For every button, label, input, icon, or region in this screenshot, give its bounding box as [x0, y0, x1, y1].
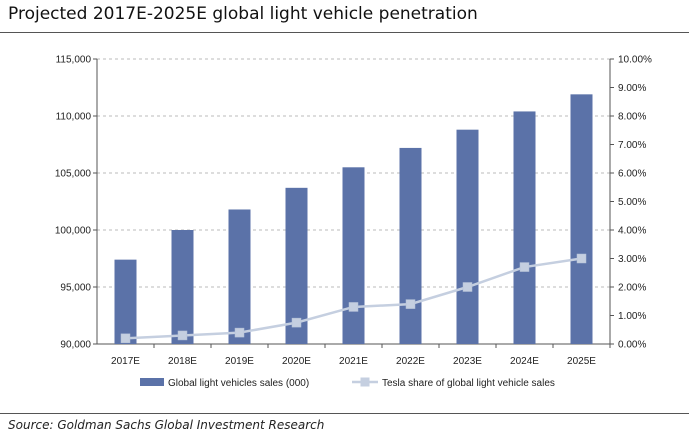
- tesla-share-point: [120, 333, 131, 344]
- x-tick-label: 2025E: [567, 356, 596, 367]
- bar: [456, 129, 479, 344]
- right-tick-label: 2.00%: [618, 283, 646, 294]
- bar: [228, 209, 251, 344]
- tesla-share-point: [576, 253, 587, 264]
- right-tick-label: 9.00%: [618, 83, 646, 94]
- tesla-share-point: [519, 262, 530, 272]
- x-tick-label: 2017E: [111, 356, 140, 367]
- left-tick-label: 100,000: [55, 226, 92, 237]
- left-tick-label: 110,000: [56, 112, 92, 123]
- bar: [285, 187, 308, 344]
- x-tick-label: 2021E: [339, 356, 368, 367]
- x-tick-label: 2024E: [510, 356, 539, 367]
- left-tick-label: 105,000: [55, 169, 92, 180]
- top-rule: [0, 32, 689, 33]
- right-tick-label: 1.00%: [618, 311, 646, 322]
- right-tick-label: 8.00%: [618, 112, 646, 123]
- right-tick-label: 10.00%: [618, 55, 652, 66]
- tesla-share-point: [177, 330, 188, 341]
- right-tick-label: 6.00%: [618, 169, 646, 180]
- bar: [513, 111, 536, 344]
- bar: [399, 147, 422, 344]
- right-tick-label: 5.00%: [618, 197, 646, 208]
- tesla-share-point: [462, 282, 473, 292]
- left-tick-label: 115,000: [56, 55, 92, 66]
- legend-label-bar: Global light vehicles sales (000): [168, 378, 309, 389]
- bar: [570, 94, 593, 344]
- x-tick-label: 2023E: [453, 356, 482, 367]
- right-tick-label: 0.00%: [618, 340, 646, 351]
- bar: [171, 230, 194, 344]
- right-tick-label: 4.00%: [618, 226, 646, 237]
- left-tick-label: 95,000: [60, 283, 91, 294]
- x-tick-label: 2022E: [396, 356, 425, 367]
- tesla-share-point: [405, 299, 416, 309]
- bar: [342, 167, 365, 344]
- right-tick-label: 3.00%: [618, 254, 646, 265]
- bottom-rule: [0, 413, 689, 414]
- right-tick-label: 7.00%: [618, 140, 646, 151]
- chart: 90,000 95,000 100,000 105,000 110,000 115,000…: [55, 55, 652, 390]
- left-tick-label: 90,000: [60, 340, 91, 351]
- x-tick-label: 2018E: [168, 356, 197, 367]
- legend-swatch-marker: [360, 377, 370, 387]
- bar: [114, 259, 137, 344]
- x-tick-label: 2019E: [225, 356, 254, 367]
- x-tick-label: 2020E: [282, 356, 311, 367]
- chart-title: Projected 2017E-2025E global light vehic…: [8, 4, 478, 24]
- source-note: Source: Goldman Sachs Global Investment …: [8, 418, 325, 432]
- legend-swatch-bar: [140, 378, 164, 386]
- tesla-share-point: [348, 302, 359, 312]
- legend-label-line: Tesla share of global light vehicle sale…: [382, 378, 555, 389]
- tesla-share-point: [234, 327, 245, 338]
- tesla-share-point: [291, 317, 302, 328]
